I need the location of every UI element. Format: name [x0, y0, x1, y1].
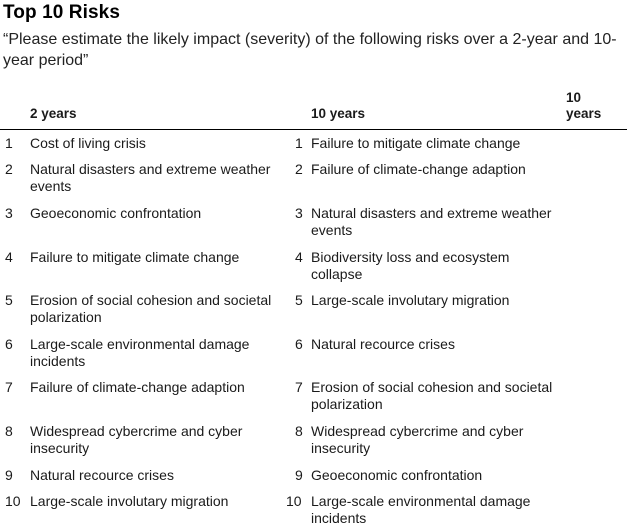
rank-number: 8 — [5, 423, 13, 439]
rank-number: 6 — [5, 336, 13, 352]
rank-number: 6 — [295, 336, 303, 352]
ten-year-risk: Geoeconomic confrontation — [311, 467, 483, 483]
rank-number: 7 — [295, 379, 303, 395]
page-title: Top 10 Risks — [3, 2, 120, 23]
ten-year-risk: Large-scale involutary migration — [311, 292, 510, 308]
rank-number: 7 — [5, 379, 13, 395]
two-year-risk: Cost of living crisis — [30, 135, 146, 151]
header-divider — [0, 129, 627, 130]
rank-number: 10 — [286, 493, 302, 509]
two-year-risk: Geoeconomic confrontation — [30, 205, 202, 221]
column-header-10-years: 10 years — [311, 106, 366, 121]
two-year-risk: Natural disasters and extreme weather ev… — [30, 161, 271, 194]
rank-number: 3 — [5, 205, 13, 221]
rank-number: 8 — [295, 423, 303, 439]
rank-number: 5 — [5, 292, 13, 308]
rank-number: 1 — [5, 135, 13, 151]
two-year-risk: Failure to mitigate climate change — [30, 249, 240, 265]
two-year-risk: Failure of climate-change adaption — [30, 379, 245, 395]
rank-number: 1 — [295, 135, 303, 151]
rank-number: 10 — [5, 493, 21, 509]
ten-year-risk: Widespread cybercrime and cyber insecuri… — [311, 423, 524, 456]
rank-number: 9 — [295, 467, 303, 483]
two-year-risk: Large-scale involutary migration — [30, 493, 229, 509]
rank-number: 9 — [5, 467, 13, 483]
two-year-risk: Natural recource crises — [30, 467, 174, 483]
column-header-10-years-extra: 10 years — [566, 90, 602, 121]
ten-year-risk: Erosion of social cohesion and societal … — [311, 379, 553, 412]
rank-number: 4 — [5, 249, 13, 265]
rank-number: 3 — [295, 205, 303, 221]
ten-year-risk: Failure to mitigate climate change — [311, 135, 521, 151]
ten-year-risk: Large-scale environmental damage inciden… — [311, 493, 531, 526]
two-year-risk: Large-scale environmental damage inciden… — [30, 336, 250, 369]
ten-year-risk: Failure of climate-change adaption — [311, 161, 526, 177]
column-header-2-years: 2 years — [30, 106, 77, 121]
two-year-risk: Widespread cybercrime and cyber insecuri… — [30, 423, 243, 456]
survey-question: “Please estimate the likely impact (seve… — [3, 31, 617, 69]
rank-number: 4 — [295, 249, 303, 265]
two-year-risk: Erosion of social cohesion and societal … — [30, 292, 272, 325]
rank-number: 5 — [295, 292, 303, 308]
ten-year-risk: Biodiversity loss and ecosystem collapse — [311, 249, 510, 282]
rank-number: 2 — [295, 161, 303, 177]
ten-year-risk: Natural disasters and extreme weather ev… — [311, 205, 552, 238]
ten-year-risk: Natural recource crises — [311, 336, 455, 352]
rank-number: 2 — [5, 161, 13, 177]
